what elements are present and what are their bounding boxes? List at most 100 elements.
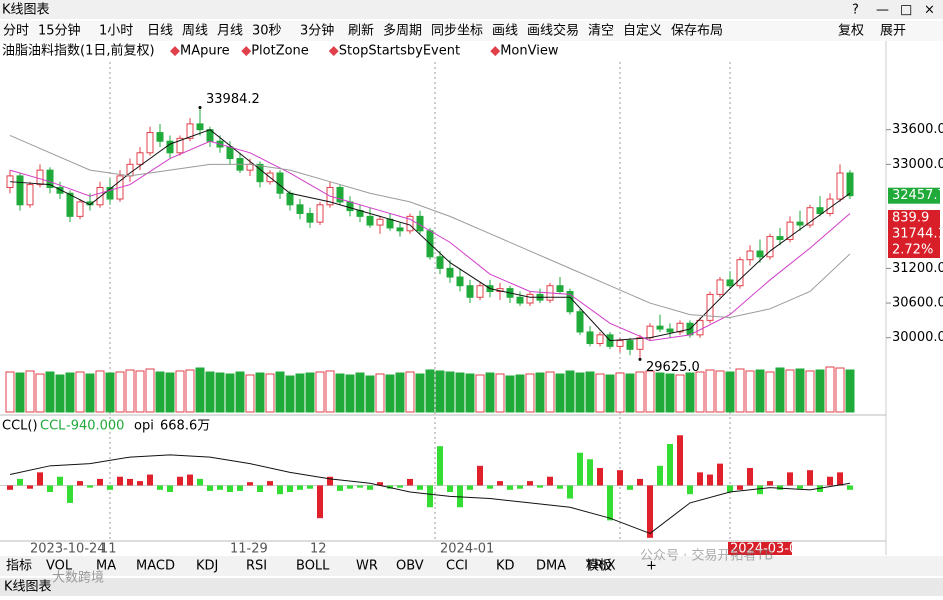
tool-button[interactable]: 分时 bbox=[3, 24, 29, 39]
tool-button[interactable]: 15分钟 bbox=[38, 23, 81, 39]
candle-body bbox=[336, 186, 344, 203]
ccl-line bbox=[9, 454, 851, 535]
volume-bar bbox=[65, 372, 75, 413]
candle-body bbox=[196, 123, 204, 131]
ccl-bar bbox=[267, 481, 273, 486]
window-button[interactable]: — bbox=[876, 3, 889, 18]
candle-body bbox=[186, 123, 194, 139]
volume-bar bbox=[355, 372, 365, 413]
volume-bar bbox=[595, 373, 605, 413]
ccl-bar bbox=[837, 472, 843, 486]
candle-body bbox=[256, 163, 264, 183]
tool-button[interactable]: 日线 bbox=[147, 24, 173, 39]
ccl-bar bbox=[407, 478, 413, 486]
ccl-bar bbox=[97, 478, 103, 486]
ccl-bar bbox=[507, 485, 513, 490]
volume-bar bbox=[25, 370, 35, 413]
tool-button[interactable]: 自定义 bbox=[623, 24, 662, 39]
x-tick-label: 2023-10-24 bbox=[30, 542, 106, 557]
volume-bar bbox=[815, 369, 825, 413]
tool-button[interactable]: 展开 bbox=[880, 24, 906, 39]
candle-body bbox=[376, 218, 384, 226]
tool-button[interactable]: 清空 bbox=[588, 24, 614, 39]
volume-bar bbox=[505, 375, 515, 413]
ccl-bar bbox=[357, 485, 363, 488]
candle-body bbox=[516, 296, 524, 304]
indicator-tab[interactable]: BOLL bbox=[296, 559, 330, 574]
volume-bar bbox=[845, 369, 855, 413]
tool-button[interactable]: 保存布局 bbox=[671, 24, 723, 39]
window-button[interactable]: ? bbox=[852, 3, 859, 18]
template-button[interactable]: 模板 bbox=[586, 559, 612, 574]
indicator-tab[interactable]: + bbox=[646, 559, 657, 574]
ccl-bar bbox=[437, 446, 443, 486]
candle-body bbox=[156, 132, 164, 142]
volume-bar bbox=[535, 372, 545, 413]
indicator-tab[interactable]: TRIX bbox=[585, 559, 616, 574]
volume-bar bbox=[125, 369, 135, 413]
ccl-bar bbox=[127, 478, 133, 486]
tool-button[interactable]: 同步坐标 bbox=[431, 24, 483, 39]
ccl-bar bbox=[47, 485, 53, 492]
tool-button[interactable]: 月线 bbox=[217, 24, 243, 39]
indicator-tab[interactable]: WR bbox=[356, 559, 378, 574]
volume-bar bbox=[785, 369, 795, 413]
tool-button[interactable]: 周线 bbox=[182, 24, 208, 39]
candle-body bbox=[436, 256, 444, 269]
tool-button[interactable]: 画线交易 bbox=[527, 23, 579, 39]
tool-button[interactable]: 画线 bbox=[492, 24, 518, 39]
indicator-name[interactable]: StopStartsbyEvent bbox=[339, 44, 460, 59]
ccl-bar bbox=[757, 485, 763, 495]
indicator-tab[interactable]: MA bbox=[96, 559, 116, 574]
indicator-tab[interactable]: DMA bbox=[536, 559, 566, 574]
ccl-bar bbox=[147, 474, 153, 486]
tool-button[interactable]: 1小时 bbox=[99, 24, 133, 39]
volume-bar bbox=[605, 374, 615, 413]
indicator-tab[interactable]: CCI bbox=[446, 559, 468, 574]
window-button[interactable]: □ bbox=[900, 3, 912, 18]
ccl-bar bbox=[747, 468, 753, 486]
candle-body bbox=[706, 293, 714, 321]
candle-body bbox=[226, 146, 234, 160]
indicator-name[interactable]: PlotZone bbox=[251, 44, 309, 59]
ccl-bar bbox=[17, 478, 23, 486]
volume-bar bbox=[805, 370, 815, 413]
candle-body bbox=[716, 279, 724, 295]
info-value: 31744.1 bbox=[892, 227, 943, 242]
indicator-name[interactable]: MApure bbox=[180, 44, 230, 59]
indicator-tab[interactable]: MACD bbox=[136, 559, 175, 574]
tool-button[interactable]: 3分钟 bbox=[300, 23, 334, 39]
indicator-name[interactable]: MonView bbox=[500, 44, 559, 59]
ccl-bar bbox=[197, 478, 203, 486]
window-button[interactable]: × bbox=[924, 3, 935, 18]
tabbar bbox=[0, 556, 943, 576]
indicator-tab[interactable]: 指标 bbox=[6, 559, 32, 574]
volume-bar bbox=[615, 372, 625, 413]
indicator-tab[interactable]: KDJ bbox=[196, 559, 218, 574]
ccl-bar bbox=[397, 485, 403, 488]
volume-bar bbox=[75, 371, 85, 413]
candle-body bbox=[806, 207, 814, 226]
indicator-tab[interactable]: OBV bbox=[396, 559, 424, 574]
candle-body bbox=[106, 186, 114, 200]
tool-button[interactable]: 复权 bbox=[838, 23, 864, 39]
ccl-bar bbox=[287, 485, 293, 492]
ccl-bar bbox=[277, 485, 283, 495]
candle-body bbox=[846, 172, 854, 197]
tool-button[interactable]: 30秒 bbox=[252, 24, 282, 39]
candle-body bbox=[786, 221, 794, 240]
opi-label: opi bbox=[134, 419, 154, 434]
ccl-bar bbox=[517, 485, 523, 489]
ccl-bar bbox=[307, 485, 313, 489]
volume-bar bbox=[35, 373, 45, 413]
volume-bar bbox=[545, 371, 555, 413]
tool-button[interactable]: 刷新 bbox=[348, 23, 374, 39]
ccl-bar bbox=[727, 485, 733, 492]
tool-button[interactable]: 多周期 bbox=[383, 23, 422, 39]
indicator-tab[interactable]: RSI bbox=[246, 559, 267, 574]
volume-bar bbox=[5, 371, 15, 413]
indicator-tab[interactable]: VOL bbox=[46, 559, 73, 574]
volume-bar bbox=[705, 369, 715, 413]
indicator-tab[interactable]: KD bbox=[496, 559, 515, 574]
